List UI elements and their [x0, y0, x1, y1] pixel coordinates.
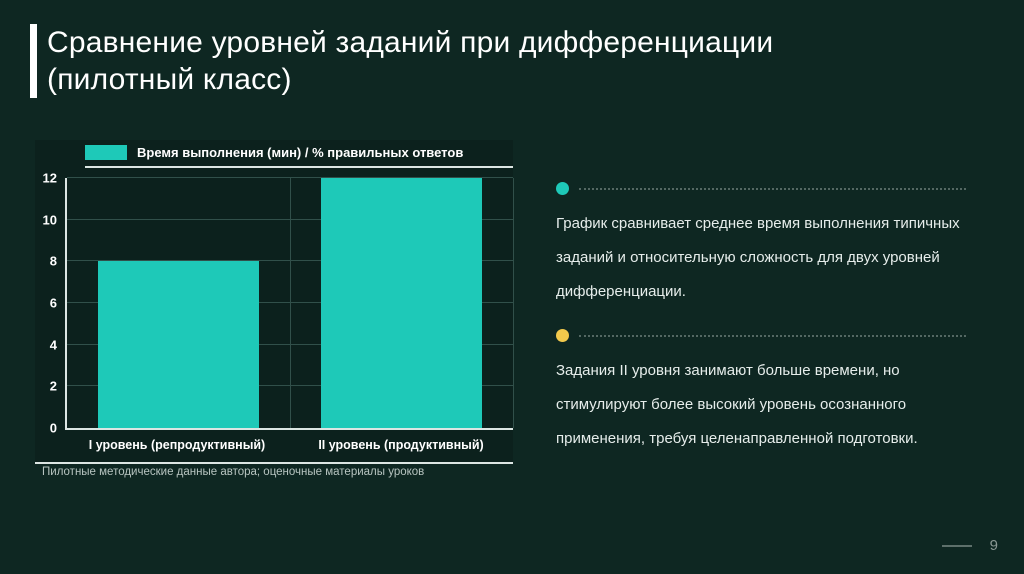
chart-caption: Пилотные методические данные автора; оце… — [42, 466, 425, 478]
legend-swatch — [85, 145, 127, 160]
plot-row: 0 2 4 6 8 10 12 — [35, 172, 514, 435]
chart-legend: Время выполнения (мин) / % правильных от… — [85, 140, 513, 168]
v-gridline — [513, 178, 514, 428]
chart-bottom-line — [35, 462, 513, 464]
bullet-text: Задания II уровня занимают больше времен… — [556, 362, 918, 447]
bullet-text: График сравнивает среднее время выполнен… — [556, 215, 960, 300]
y-tick-label: 0 — [49, 420, 57, 436]
bullet-head — [556, 329, 966, 342]
y-axis-ticks: 0 2 4 6 8 10 12 — [35, 172, 65, 435]
x-axis-label: II уровень (продуктивный) — [318, 438, 484, 452]
y-tick-label: 8 — [49, 253, 57, 269]
bullet-dot — [556, 329, 569, 342]
bar-slot — [290, 178, 513, 428]
slide-title-line-2: (пилотный класс) — [47, 63, 292, 96]
bullet-head — [556, 182, 966, 195]
title-block: Сравнение уровней заданий при дифференци… — [30, 24, 773, 98]
title-accent-bar — [30, 24, 37, 98]
legend-label: Время выполнения (мин) / % правильных от… — [137, 145, 464, 160]
chart-plot — [65, 177, 514, 430]
bullet-list: График сравнивает среднее время выполнен… — [556, 182, 966, 456]
x-axis-label: I уровень (репродуктивный) — [88, 438, 266, 452]
x-axis-labels: I уровень (репродуктивный) II уровень (пр… — [65, 430, 513, 462]
footer-line — [941, 544, 972, 547]
y-tick-label: 6 — [49, 295, 57, 311]
slide-title: Сравнение уровней заданий при дифференци… — [47, 24, 773, 98]
h-gridline — [67, 177, 513, 178]
y-tick-label: 4 — [49, 337, 57, 353]
page-footer: 9 — [941, 537, 998, 554]
bar — [321, 178, 482, 428]
bullet-item: График сравнивает среднее время выполнен… — [556, 182, 966, 309]
page-number: 9 — [989, 537, 998, 554]
y-tick-label: 10 — [42, 212, 57, 228]
y-tick-label: 12 — [42, 170, 57, 186]
y-tick-label: 2 — [49, 378, 57, 394]
bar-slot — [67, 178, 290, 428]
slide-title-line-1: Сравнение уровней заданий при дифференци… — [47, 26, 774, 59]
v-gridline — [290, 178, 291, 428]
bullet-dot — [556, 182, 569, 195]
bar-chart: Время выполнения (мин) / % правильных от… — [35, 140, 514, 464]
bar — [98, 261, 259, 428]
bullet-leader-line — [579, 187, 966, 190]
bullet-item: Задания II уровня занимают больше времен… — [556, 329, 966, 456]
bullet-leader-line — [579, 334, 966, 337]
